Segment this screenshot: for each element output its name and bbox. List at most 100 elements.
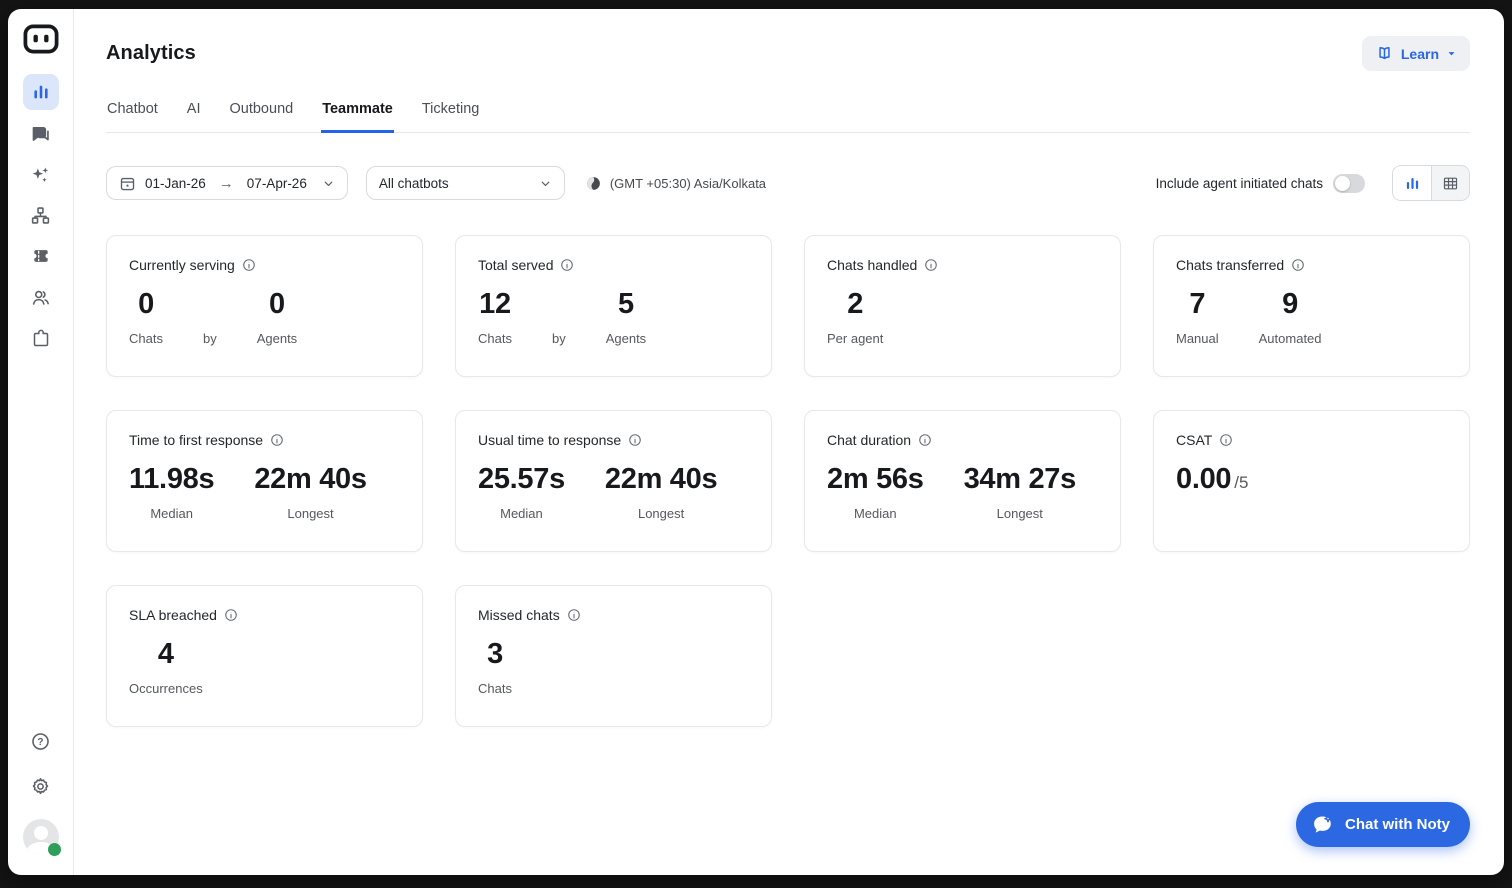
stat-label: Longest xyxy=(637,505,685,521)
chatbot-filter-select[interactable]: All chatbots xyxy=(365,166,565,200)
noty-chat-icon xyxy=(1310,812,1336,838)
stat-value: 2 xyxy=(847,288,864,320)
sidebar-item-workflows[interactable] xyxy=(23,197,59,233)
chat-with-noty-button[interactable]: Chat with Noty xyxy=(1296,802,1470,847)
stat-value: 12 xyxy=(479,288,511,320)
stat-value-suffix: /5 xyxy=(1234,473,1249,492)
stat-label: Median xyxy=(150,505,193,521)
sparkles-icon xyxy=(30,164,51,185)
agent-chats-toggle[interactable] xyxy=(1333,173,1365,193)
tab-ticketing[interactable]: Ticketing xyxy=(421,101,480,117)
info-icon[interactable] xyxy=(270,433,284,447)
card-title: Time to first response xyxy=(129,432,264,448)
sidebar-item-help[interactable]: ? xyxy=(23,723,59,759)
chat-bubbles-icon xyxy=(30,123,51,144)
info-icon[interactable] xyxy=(628,433,642,447)
globe-icon xyxy=(585,175,602,192)
info-icon[interactable] xyxy=(242,258,256,272)
stat-value: 34m 27s xyxy=(963,463,1077,495)
sidebar-item-integrations[interactable] xyxy=(23,320,59,356)
card-stats: 4 Occurrences xyxy=(129,638,400,696)
svg-text:?: ? xyxy=(37,737,43,748)
learn-button[interactable]: Learn xyxy=(1361,36,1470,71)
caret-down-icon xyxy=(1446,48,1457,59)
stat-label: Manual xyxy=(1176,330,1219,346)
stat-value: 9 xyxy=(1282,288,1298,320)
timezone-display: (GMT +05:30) Asia/Kolkata xyxy=(585,175,766,192)
card-stats: 0 Chats by 0 Agents xyxy=(129,288,400,346)
stat: 22m 40s Longest xyxy=(254,463,367,521)
tab-teammate[interactable]: Teammate xyxy=(321,93,394,133)
tab-outbound[interactable]: Outbound xyxy=(229,101,294,117)
card-title: Chats transferred xyxy=(1176,257,1285,273)
metric-card: Total served 12 Chats by 5 Agents xyxy=(455,235,772,377)
stat: 11.98s Median xyxy=(129,463,215,521)
stat-label: by xyxy=(551,330,566,346)
chart-view-button[interactable] xyxy=(1393,166,1431,200)
stat-label: Per agent xyxy=(827,330,884,346)
stat: 9 Automated xyxy=(1259,288,1322,346)
bar-chart-icon xyxy=(31,82,51,102)
sidebar-item-ai[interactable] xyxy=(23,156,59,192)
user-avatar[interactable] xyxy=(22,819,61,856)
stat: by xyxy=(203,321,217,346)
card-stats: 2m 56s Median 34m 27s Longest xyxy=(827,463,1098,521)
stat-value: 7 xyxy=(1189,288,1206,320)
agent-chats-toggle-label: Include agent initiated chats xyxy=(1155,175,1323,191)
sidebar: ? xyxy=(8,9,74,875)
card-title: Missed chats xyxy=(478,607,560,623)
stat-value: 5 xyxy=(618,288,634,320)
info-icon[interactable] xyxy=(560,258,574,272)
info-icon[interactable] xyxy=(567,608,581,622)
card-stats: 25.57s Median 22m 40s Longest xyxy=(478,463,749,521)
stat-label: Longest xyxy=(996,505,1043,521)
sidebar-item-settings[interactable] xyxy=(23,768,59,804)
tab-ai[interactable]: AI xyxy=(186,101,201,117)
tab-chatbot[interactable]: Chatbot xyxy=(107,101,158,117)
stat-label: Occurrences xyxy=(129,680,203,696)
metric-card: Time to first response 11.98s Median 22m 4… xyxy=(106,410,423,552)
stat-value: 2m 56s xyxy=(827,463,924,495)
card-stats: 12 Chats by 5 Agents xyxy=(478,288,749,346)
puzzle-icon xyxy=(31,328,51,348)
stat: 2 Per agent xyxy=(827,288,884,346)
card-stats: 11.98s Median 22m 40s Longest xyxy=(129,463,400,521)
info-icon[interactable] xyxy=(1291,258,1305,272)
table-view-button[interactable] xyxy=(1431,166,1469,200)
sidebar-item-ticketing[interactable] xyxy=(23,238,59,274)
chat-with-noty-label: Chat with Noty xyxy=(1345,816,1450,833)
card-stats: 3 Chats xyxy=(478,638,749,696)
main-content: Analytics Learn Chatbot AI Outbound Teammat… xyxy=(74,9,1504,875)
stat: 3 Chats xyxy=(478,638,512,696)
stat: 0 Agents xyxy=(257,288,297,346)
users-icon xyxy=(30,287,51,308)
stat-label: Median xyxy=(853,505,897,521)
bot-logo-icon xyxy=(21,22,61,56)
ticket-icon xyxy=(31,246,51,266)
stat: 2m 56s Median xyxy=(827,463,924,521)
sidebar-item-conversations[interactable] xyxy=(23,115,59,151)
help-icon: ? xyxy=(30,731,51,752)
card-title: SLA breached xyxy=(129,607,217,623)
metric-cards-grid: Currently serving 0 Chats by 0 Agents Total … xyxy=(106,235,1470,727)
metric-card: CSAT 0.00/5 xyxy=(1153,410,1470,552)
metric-card: Usual time to response 25.57s Median 22m 4… xyxy=(455,410,772,552)
stat: 5 Agents xyxy=(606,288,646,346)
date-range-picker[interactable]: 01-Jan-26 → 07-Apr-26 xyxy=(106,166,348,200)
stat: 0.00/5 xyxy=(1176,463,1249,496)
stat-label: Chats xyxy=(129,330,163,346)
info-icon[interactable] xyxy=(1219,433,1233,447)
info-icon[interactable] xyxy=(918,433,932,447)
stat-value: 0.00/5 xyxy=(1176,463,1249,495)
app-window: ? Analytics xyxy=(8,9,1504,875)
stat-label: Chats xyxy=(478,330,512,346)
sidebar-item-analytics[interactable] xyxy=(22,74,59,110)
sidebar-item-contacts[interactable] xyxy=(23,279,59,315)
info-icon[interactable] xyxy=(924,258,938,272)
card-stats: 0.00/5 xyxy=(1176,463,1447,496)
stat-value: 11.98s xyxy=(129,463,215,495)
stat-value: 4 xyxy=(157,638,174,670)
info-icon[interactable] xyxy=(224,608,238,622)
card-stats: 2 Per agent xyxy=(827,288,1098,346)
arrow-right-icon: → xyxy=(218,174,234,192)
